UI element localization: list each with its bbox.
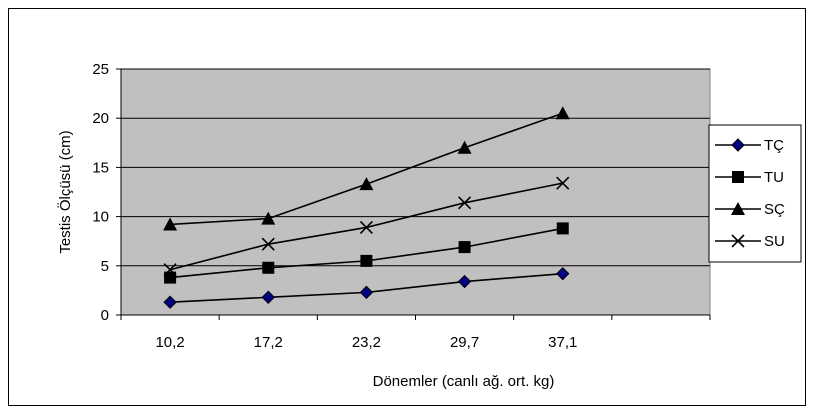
x-tick-label: 10,2 bbox=[155, 334, 184, 351]
data-point bbox=[261, 237, 275, 251]
data-point bbox=[457, 140, 472, 154]
legend-marker bbox=[731, 138, 745, 152]
x-tick-label: 17,2 bbox=[254, 334, 283, 351]
data-point bbox=[359, 177, 374, 191]
y-tick-label: 5 bbox=[101, 258, 109, 275]
y-tick-label: 25 bbox=[92, 61, 109, 78]
data-point bbox=[556, 222, 569, 235]
series-SÇ bbox=[163, 106, 570, 231]
data-point bbox=[359, 285, 374, 300]
plot-area bbox=[120, 68, 711, 316]
legend-item: SU bbox=[715, 233, 785, 250]
x-marker-stroke bbox=[556, 176, 570, 190]
x-axis-title: Dönemler (canlı ağ. ort. kg) bbox=[373, 373, 555, 390]
legend-marker bbox=[731, 234, 745, 248]
legend-label: SU bbox=[764, 233, 785, 250]
gridlines bbox=[121, 68, 710, 267]
data-point bbox=[163, 295, 177, 309]
legend-label: TU bbox=[764, 169, 784, 186]
series-TÇ bbox=[163, 266, 570, 309]
x-marker-stroke bbox=[731, 234, 745, 248]
data-point bbox=[556, 266, 570, 281]
legend-item: SÇ bbox=[715, 201, 785, 218]
data-point bbox=[359, 220, 373, 234]
data-point bbox=[556, 176, 570, 190]
series-layer bbox=[163, 106, 570, 309]
legend-marker bbox=[732, 171, 744, 183]
data-point bbox=[457, 274, 472, 289]
data-point bbox=[360, 254, 373, 267]
x-tick-label: 23,2 bbox=[352, 334, 381, 351]
data-point bbox=[458, 196, 472, 210]
legend-label: SÇ bbox=[764, 201, 785, 218]
data-point bbox=[261, 211, 276, 225]
y-tick-label: 10 bbox=[92, 209, 109, 226]
data-point bbox=[458, 241, 471, 254]
legend-item: TU bbox=[715, 169, 784, 186]
x-tick-label: 37,1 bbox=[548, 334, 577, 351]
y-tick-label: 0 bbox=[101, 307, 109, 324]
data-point bbox=[555, 106, 570, 120]
data-point bbox=[163, 263, 177, 277]
x-tick-label: 29,7 bbox=[450, 334, 479, 351]
legend-item: TÇ bbox=[715, 137, 784, 154]
data-point bbox=[164, 271, 177, 284]
axes: 0 5 10 15 20 25 10,2 17,2 23,2 29,7 37,1 bbox=[92, 61, 711, 351]
legend-marker bbox=[731, 202, 745, 215]
y-tick-label: 20 bbox=[92, 110, 109, 127]
x-marker-stroke bbox=[261, 237, 275, 251]
data-point bbox=[261, 290, 275, 304]
x-marker-stroke bbox=[458, 196, 472, 210]
y-tick-label: 15 bbox=[92, 159, 109, 176]
x-marker-stroke bbox=[163, 263, 177, 277]
legend-label: TÇ bbox=[764, 137, 784, 154]
series-TU bbox=[164, 222, 569, 284]
data-point bbox=[163, 217, 178, 231]
data-point bbox=[262, 261, 275, 274]
y-axis-title: Testis Ölçüsü (cm) bbox=[56, 130, 74, 253]
x-marker-stroke bbox=[359, 220, 373, 234]
legend-box bbox=[708, 124, 802, 263]
series-SU bbox=[163, 176, 570, 277]
legend: TÇ TU SÇ SU bbox=[708, 124, 802, 263]
